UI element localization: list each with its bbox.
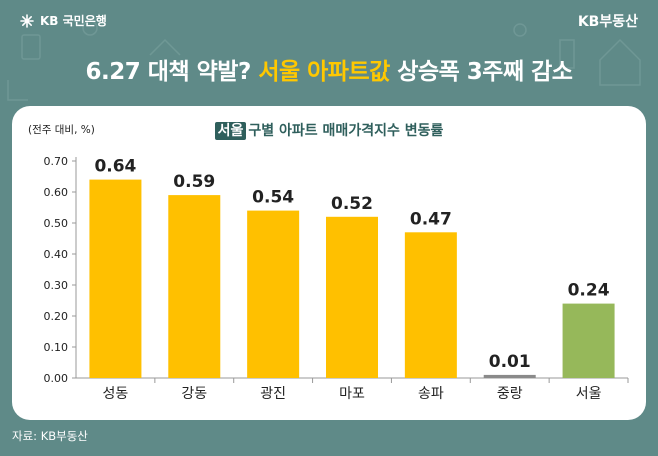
- category-label: 광진: [260, 386, 286, 402]
- category-label: 성동: [103, 386, 129, 402]
- headline-highlight: 서울 아파트값: [258, 59, 390, 85]
- kb-realty-brand: KB부동산: [577, 14, 638, 30]
- headline-part3: 상승폭 3주째 감소: [397, 59, 573, 85]
- subtitle-text: 구별 아파트 매매가격지수 변동률: [248, 123, 444, 139]
- bar-마포: [326, 216, 378, 378]
- bar-송파: [404, 232, 457, 378]
- category-label: 송파: [418, 386, 444, 402]
- bar-성동: [89, 179, 142, 378]
- category-label: 마포: [339, 386, 365, 402]
- source-note: 자료: KB부동산: [12, 429, 88, 443]
- y-tick-label: 0.70: [44, 155, 69, 168]
- y-tick-label: 0.10: [44, 341, 69, 354]
- value-label: 0.54: [252, 188, 294, 208]
- bar-강동: [168, 195, 221, 378]
- bar-중랑: [483, 374, 536, 378]
- value-label: 0.24: [568, 281, 610, 301]
- y-tick-label: 0.40: [44, 248, 69, 261]
- value-label: 0.47: [410, 209, 452, 229]
- kb-star-icon: [20, 13, 34, 28]
- bar-chart: 0.00 0.10 0.20 0.30 0.40 0.50 0.60 0.70 0.64 성동 0.…: [44, 155, 629, 402]
- headline-part1: 6.27 대책 약발?: [85, 59, 252, 85]
- value-label: 0.59: [173, 172, 215, 192]
- value-label: 0.01: [489, 352, 531, 372]
- kb-bank-logo: KB 국민은행: [20, 12, 107, 29]
- y-tick-label: 0.60: [44, 186, 69, 199]
- bar-광진: [247, 210, 300, 378]
- category-label: 강동: [181, 386, 207, 402]
- category-label: 중랑: [497, 386, 523, 402]
- headline: 6.27 대책 약발? 서울 아파트값 상승폭 3주째 감소: [0, 52, 658, 86]
- bar-서울: [562, 303, 615, 378]
- unit-label: (전주 대비, %): [28, 124, 95, 136]
- y-tick-label: 0.50: [44, 217, 69, 230]
- category-label: 서울: [576, 386, 602, 402]
- y-tick-label: 0.30: [44, 279, 69, 292]
- chart-card: (전주 대비, %) 서울 구별 아파트 매매가격지수 변동률 0.00 0.10 0…: [12, 106, 646, 420]
- y-tick-label: 0.00: [44, 372, 69, 385]
- subtitle-tag: 서울: [214, 122, 247, 140]
- bank-name: KB 국민은행: [40, 14, 107, 28]
- chart-subtitle: 서울 구별 아파트 매매가격지수 변동률: [12, 120, 646, 140]
- value-label: 0.52: [331, 194, 373, 214]
- value-label: 0.64: [94, 157, 136, 177]
- y-tick-label: 0.20: [44, 310, 69, 323]
